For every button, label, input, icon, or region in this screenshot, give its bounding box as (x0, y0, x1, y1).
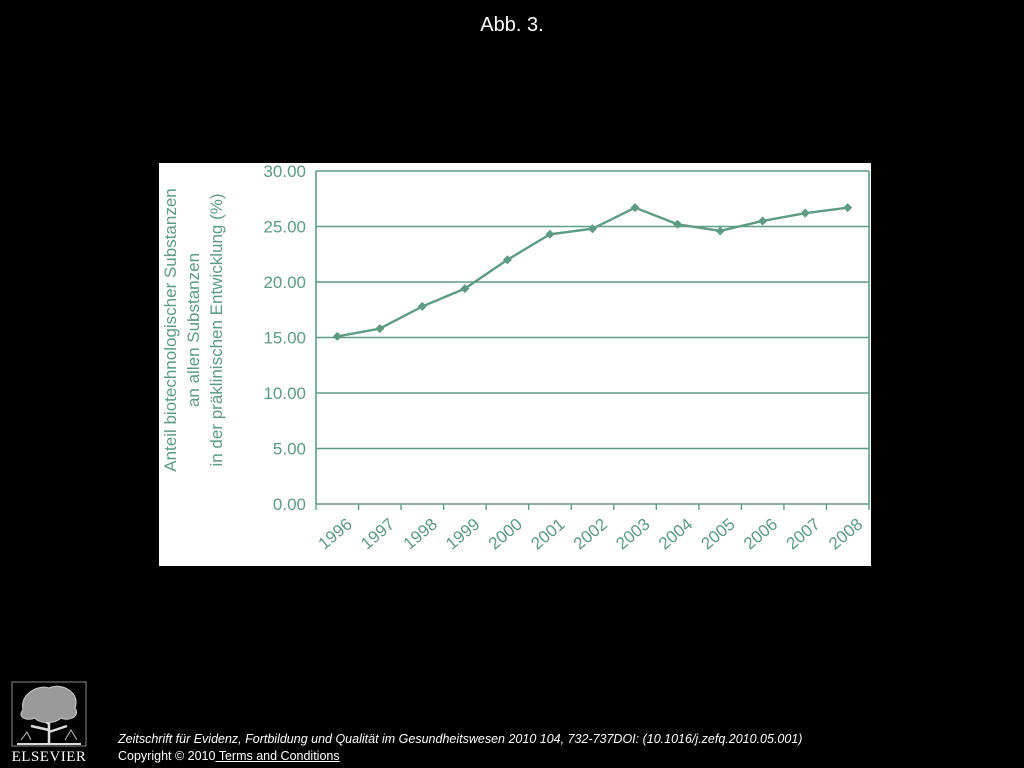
x-tick-label: 2000 (485, 515, 526, 554)
y-tick-label: 25.00 (263, 218, 306, 237)
y-axis-label: Anteil biotechnologischer Substanzen an … (161, 188, 226, 472)
y-axis-label-line-1: Anteil biotechnologischer Substanzen (161, 188, 180, 472)
data-point-2002 (588, 224, 597, 234)
elsevier-wordmark: ELSEVIER (11, 749, 87, 765)
data-point-1997 (375, 324, 385, 334)
series-pharma-share (332, 203, 853, 341)
x-tick-label: 2006 (740, 515, 781, 554)
y-tick-label: 15.00 (263, 329, 306, 348)
data-point-1998 (417, 301, 427, 311)
x-tick-label: 2003 (612, 515, 653, 554)
x-tick-label: 1996 (315, 515, 356, 554)
y-axis-label-line-3: in der präklinischen Entwicklung (%) (207, 193, 226, 466)
x-tick-label: 2008 (825, 515, 866, 554)
x-tick-label: 2002 (570, 515, 611, 554)
citation-text: Zeitschrift für Evidenz, Fortbildung und… (118, 732, 803, 746)
copyright-line: Copyright © 2010 Terms and Conditions (118, 748, 802, 765)
data-point-2005 (715, 226, 725, 236)
data-point-2003 (630, 203, 640, 213)
y-tick-label: 10.00 (263, 384, 306, 403)
x-tick-label: 2001 (527, 515, 568, 554)
y-tick-label: 5.00 (273, 440, 306, 459)
elsevier-logo: ELSEVIER (9, 680, 89, 766)
y-tick-label: 30.00 (263, 163, 306, 181)
x-tick-label: 1998 (400, 515, 441, 554)
data-point-2007 (800, 208, 810, 218)
slide-footer: Zeitschrift für Evidenz, Fortbildung und… (118, 731, 802, 765)
x-tick-labels: 1996 1997 1998 1999 2000 2001 2002 2003 2004 2005… (315, 504, 870, 554)
data-point-2001 (545, 229, 555, 239)
grid-lines (315, 170, 870, 505)
data-point-2008 (843, 203, 853, 213)
x-tick-label: 1997 (357, 515, 398, 554)
y-tick-label: 20.00 (263, 273, 306, 292)
chart-panel: Anteil biotechnologischer Substanzen an … (159, 163, 871, 566)
data-point-1996 (332, 331, 342, 341)
y-tick-label: 0.00 (273, 495, 306, 514)
x-tick-label: 2004 (655, 515, 696, 554)
x-tick-label: 2007 (783, 515, 824, 554)
slide-title: Abb. 3. (480, 14, 544, 36)
copyright-text: Copyright © 2010 (118, 749, 216, 763)
y-tick-labels: 0.00 5.00 10.00 15.00 20.00 25.00 30.00 (263, 163, 306, 514)
terms-and-conditions-link[interactable]: Terms and Conditions (215, 749, 340, 763)
data-point-2006 (758, 216, 768, 226)
line-chart: Anteil biotechnologischer Substanzen an … (161, 163, 870, 554)
data-point-2004 (673, 219, 683, 229)
x-tick-label: 2005 (697, 515, 738, 554)
y-axis-label-line-2: an allen Substanzen (184, 253, 203, 407)
x-tick-label: 1999 (442, 515, 483, 554)
elsevier-tree-icon (11, 681, 87, 747)
data-point-1999 (460, 284, 470, 294)
